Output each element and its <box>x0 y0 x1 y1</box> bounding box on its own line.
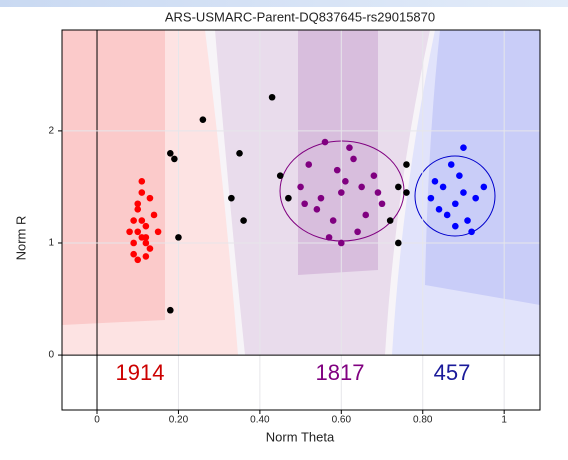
x-tick-label: 0.40 <box>250 415 270 426</box>
y-tick-label: 0 <box>48 350 54 361</box>
point <box>460 144 467 151</box>
point <box>362 211 370 219</box>
point <box>167 306 174 314</box>
point <box>370 172 378 180</box>
chart-title: ARS-USMARC-Parent-DQ837645-rs29015870 <box>165 9 435 24</box>
point <box>456 172 463 180</box>
point <box>452 222 459 230</box>
point <box>447 161 455 168</box>
point <box>134 228 142 236</box>
point <box>386 217 394 224</box>
point <box>395 183 402 191</box>
point <box>134 256 142 264</box>
point <box>199 116 207 123</box>
point <box>333 166 341 174</box>
y-tick-label: 1 <box>48 238 54 249</box>
point <box>175 234 182 241</box>
point <box>460 189 467 196</box>
point <box>150 211 158 219</box>
point <box>130 217 137 224</box>
point <box>313 206 321 213</box>
point <box>346 144 353 151</box>
point <box>374 189 382 196</box>
point <box>146 194 154 202</box>
y-tick-label: 2 <box>48 126 54 137</box>
cluster-zones <box>62 30 540 410</box>
zone-ab-core <box>298 30 378 275</box>
point <box>240 217 247 224</box>
point <box>427 194 435 202</box>
x-axis-label: Norm Theta <box>266 429 335 444</box>
point <box>350 155 357 163</box>
point <box>134 200 142 208</box>
cluster-outline <box>414 155 496 237</box>
point <box>130 250 137 258</box>
point <box>395 239 402 247</box>
window-bar <box>0 0 568 7</box>
point <box>142 239 150 247</box>
point <box>228 194 235 202</box>
point <box>468 228 475 236</box>
point <box>403 189 410 196</box>
y-axis-label: Norm R <box>13 216 28 261</box>
point <box>268 93 276 101</box>
point <box>317 194 325 202</box>
point <box>167 150 174 157</box>
point <box>403 161 410 168</box>
plot-frame <box>61 29 541 411</box>
point <box>285 194 292 202</box>
point <box>325 234 333 241</box>
point <box>472 194 479 202</box>
point <box>138 234 146 241</box>
x-tick-label: 1 <box>501 415 507 426</box>
point <box>276 172 284 180</box>
point <box>431 178 439 185</box>
point <box>142 222 150 230</box>
point <box>358 183 365 191</box>
point <box>452 200 459 208</box>
point <box>154 228 162 236</box>
x-tick-label: 0.80 <box>413 415 433 426</box>
x-tick-label: 0 <box>94 415 100 426</box>
point <box>480 183 488 191</box>
x-tick-label: 0.20 <box>169 415 189 426</box>
point <box>146 245 154 252</box>
point <box>338 239 345 247</box>
point <box>443 211 451 219</box>
point <box>354 228 361 236</box>
count-area <box>62 355 540 410</box>
point <box>138 178 146 185</box>
point <box>138 217 146 224</box>
zone-aa-core <box>62 30 165 325</box>
point <box>342 178 349 185</box>
point <box>435 206 443 213</box>
point <box>378 200 386 208</box>
point <box>305 161 313 168</box>
point <box>439 183 447 191</box>
point <box>134 206 142 213</box>
genotype-count: 1817 <box>316 360 365 385</box>
point <box>171 155 178 163</box>
point <box>329 217 337 224</box>
point <box>338 189 345 196</box>
genotype-count: 457 <box>434 360 471 385</box>
point <box>236 150 243 157</box>
point <box>297 183 304 191</box>
point <box>321 138 329 146</box>
x-tick-label: 0.60 <box>332 415 352 426</box>
point <box>142 253 150 260</box>
point <box>301 200 308 208</box>
genotype-count: 1914 <box>116 360 165 385</box>
point <box>464 217 471 224</box>
point <box>130 239 137 247</box>
point <box>126 228 133 236</box>
point <box>138 189 146 196</box>
